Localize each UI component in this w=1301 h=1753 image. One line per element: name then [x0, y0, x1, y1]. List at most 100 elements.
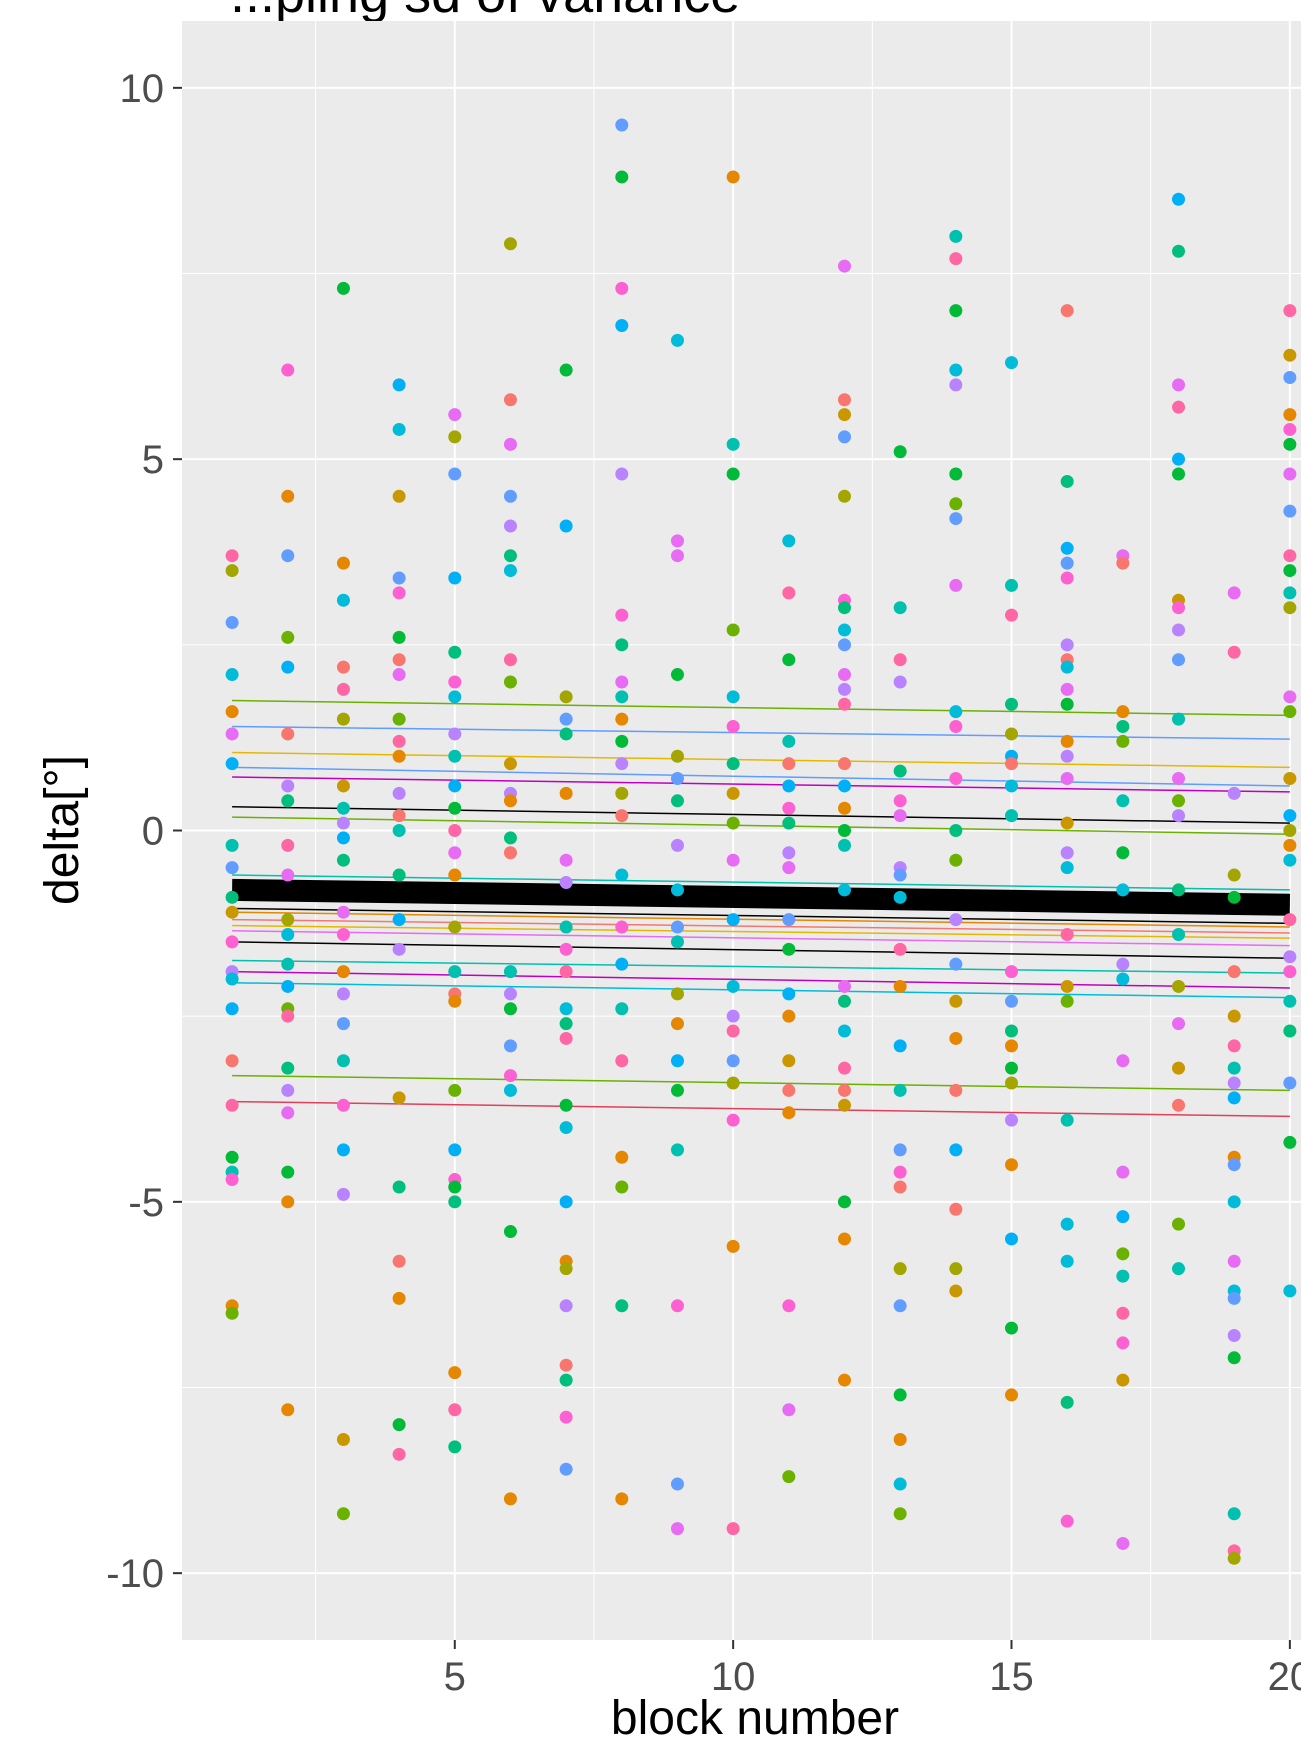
data-point	[503, 1002, 517, 1016]
data-point	[281, 868, 295, 882]
data-point	[336, 1187, 350, 1201]
data-point	[1060, 734, 1074, 748]
data-point	[949, 304, 963, 318]
data-point	[1283, 1135, 1297, 1149]
data-point	[448, 801, 462, 815]
data-point	[1283, 348, 1297, 362]
fit-line	[232, 930, 1290, 947]
data-point	[670, 534, 684, 548]
data-point	[448, 675, 462, 689]
data-point	[448, 1083, 462, 1097]
data-point	[225, 1173, 239, 1187]
data-point	[670, 772, 684, 786]
data-point	[1116, 794, 1130, 808]
y-tick-label: -5	[128, 1181, 164, 1225]
data-point	[225, 972, 239, 986]
data-point	[559, 1031, 573, 1045]
data-point	[670, 1054, 684, 1068]
data-point	[726, 979, 740, 993]
data-point	[893, 1299, 907, 1313]
data-point	[1060, 772, 1074, 786]
data-point	[1116, 705, 1130, 719]
data-point	[392, 1291, 406, 1305]
x-axis-title: block number	[611, 1692, 899, 1745]
data-point	[392, 571, 406, 585]
data-point	[726, 853, 740, 867]
data-point	[1060, 1514, 1074, 1528]
data-point	[893, 1477, 907, 1491]
fit-line	[232, 1100, 1290, 1118]
data-point	[893, 794, 907, 808]
data-point	[615, 957, 629, 971]
data-point	[1283, 422, 1297, 436]
data-point	[1227, 1009, 1241, 1023]
fit-line	[232, 981, 1290, 999]
data-point	[837, 668, 851, 682]
data-point	[1005, 1076, 1019, 1090]
data-point	[1060, 749, 1074, 763]
data-point	[1172, 452, 1186, 466]
data-point	[336, 1054, 350, 1068]
data-point	[1172, 1098, 1186, 1112]
data-point	[336, 987, 350, 1001]
data-point	[949, 720, 963, 734]
data-point	[782, 1106, 796, 1120]
data-point	[837, 697, 851, 711]
data-point	[1060, 556, 1074, 570]
data-point	[281, 1195, 295, 1209]
data-point	[281, 1061, 295, 1075]
data-point	[1227, 1091, 1241, 1105]
data-point	[448, 824, 462, 837]
x-tick-label: 15	[989, 1655, 1034, 1699]
fit-line	[232, 751, 1290, 769]
data-point	[336, 801, 350, 815]
data-point	[1227, 1061, 1241, 1075]
y-axis-title: delta[°]	[36, 755, 89, 905]
data-point	[1283, 437, 1297, 451]
data-point	[1172, 1017, 1186, 1031]
data-point	[782, 1403, 796, 1417]
data-point	[281, 979, 295, 993]
data-point	[726, 1076, 740, 1090]
data-point	[1283, 1284, 1297, 1298]
data-point	[281, 838, 295, 852]
data-point	[1060, 927, 1074, 941]
data-point	[1227, 868, 1241, 882]
data-point	[615, 467, 629, 481]
data-point	[837, 682, 851, 696]
data-point	[281, 913, 295, 927]
data-point	[225, 564, 239, 578]
data-point	[670, 987, 684, 1001]
data-point	[336, 927, 350, 941]
data-point	[281, 660, 295, 674]
data-point	[1172, 653, 1186, 667]
data-point	[1060, 304, 1074, 318]
data-point	[893, 1180, 907, 1194]
data-point	[615, 1492, 629, 1506]
data-point	[1283, 994, 1297, 1008]
data-point	[837, 430, 851, 444]
fit-line	[232, 776, 1290, 793]
data-point	[503, 757, 517, 771]
data-point	[503, 437, 517, 451]
data-point	[1116, 1269, 1130, 1283]
fit-line	[232, 959, 1290, 974]
data-point	[281, 630, 295, 644]
data-point	[448, 1440, 462, 1454]
data-point	[225, 1150, 239, 1164]
data-point	[837, 601, 851, 615]
data-point	[225, 668, 239, 682]
fit-line	[232, 918, 1290, 934]
data-point	[670, 794, 684, 808]
data-point	[503, 846, 517, 860]
data-point	[893, 1432, 907, 1446]
data-point	[1060, 846, 1074, 860]
data-point	[726, 690, 740, 704]
data-point	[1116, 1306, 1130, 1320]
data-point	[726, 816, 740, 830]
data-point	[1116, 957, 1130, 971]
data-point	[1005, 1158, 1019, 1172]
data-point	[1283, 504, 1297, 518]
y-tick-label: 5	[142, 438, 164, 482]
fit-line	[232, 911, 1290, 928]
